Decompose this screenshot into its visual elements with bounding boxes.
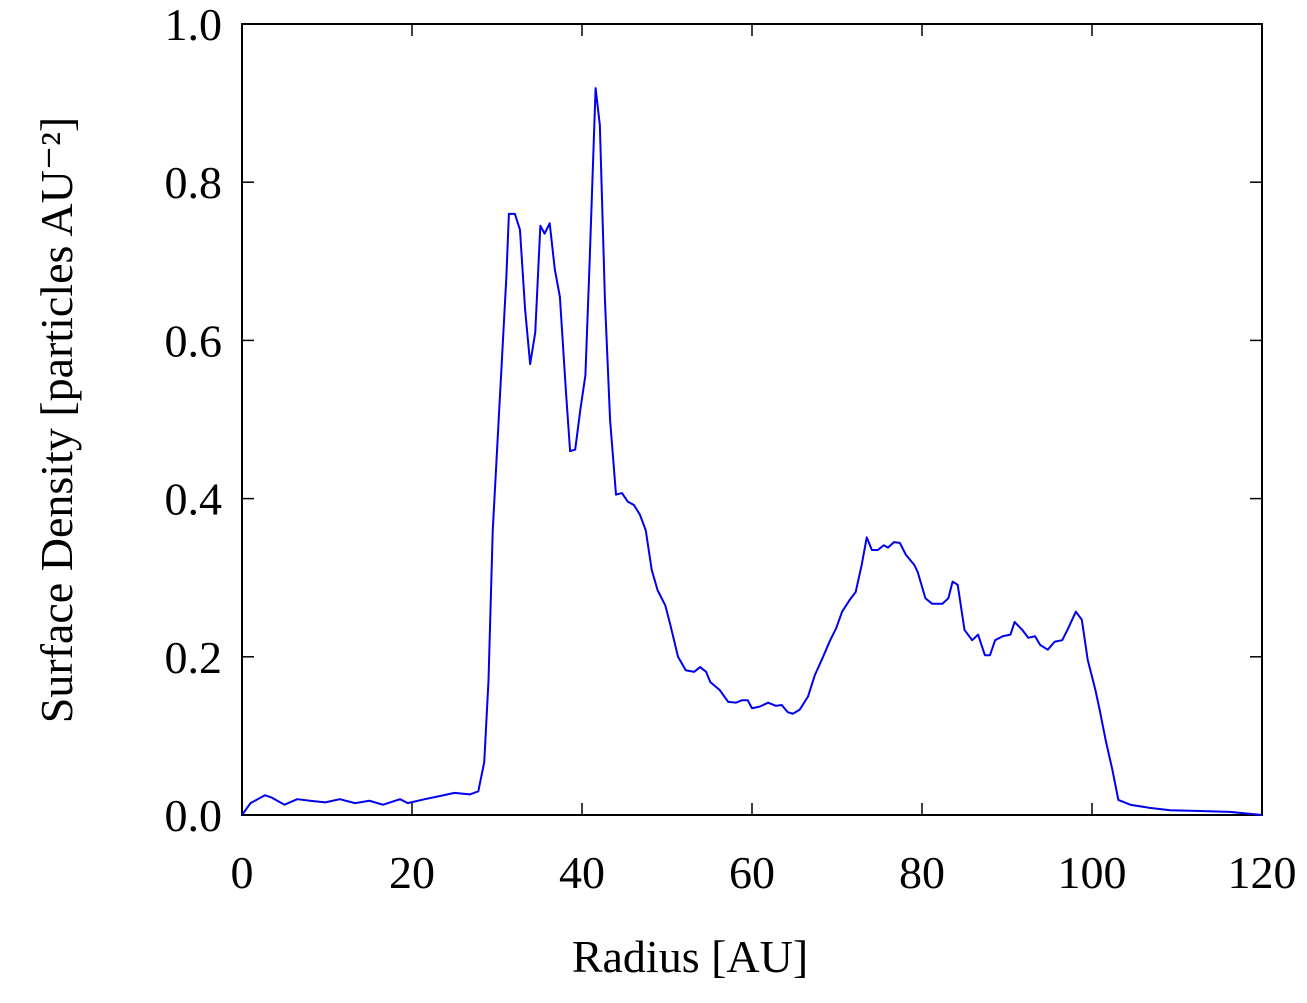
plot-frame bbox=[241, 23, 1263, 816]
y-tick-label: 0.8 bbox=[165, 157, 223, 208]
x-axis-label: Radius [AU] bbox=[572, 931, 808, 982]
y-tick-label: 0.0 bbox=[165, 790, 223, 841]
y-axis-label: Surface Density [particles AU⁻²] bbox=[31, 117, 82, 724]
x-tick-label: 0 bbox=[231, 847, 254, 898]
y-tick-label: 1.0 bbox=[165, 0, 223, 50]
y-tick-label: 0.6 bbox=[165, 315, 223, 366]
data-line bbox=[241, 87, 1263, 816]
x-tick-label: 20 bbox=[389, 847, 435, 898]
x-tick-label: 100 bbox=[1058, 847, 1127, 898]
x-tick-label: 80 bbox=[899, 847, 945, 898]
x-tick-label: 60 bbox=[729, 847, 775, 898]
x-tick-label: 40 bbox=[559, 847, 605, 898]
y-tick-label: 0.2 bbox=[165, 632, 223, 683]
y-tick-label: 0.4 bbox=[165, 474, 223, 525]
x-tick-label: 120 bbox=[1228, 847, 1297, 898]
